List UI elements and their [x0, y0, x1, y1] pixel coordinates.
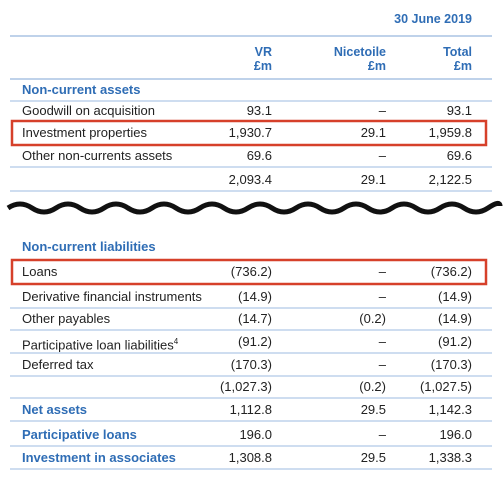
row-label: Participative loan liabilities4: [22, 337, 179, 353]
column-unit: £m: [253, 59, 272, 73]
column-unit: £m: [453, 59, 472, 73]
cell-value: 93.1: [246, 103, 272, 118]
cell-value: 2,093.4: [228, 172, 272, 187]
cell-value: 196.0: [239, 427, 272, 442]
cell-value: –: [378, 427, 386, 442]
cell-value: 1,930.7: [228, 125, 272, 140]
row-label: Investment properties: [22, 125, 148, 140]
cell-value: –: [378, 334, 386, 349]
cell-value: (14.9): [438, 289, 472, 304]
cell-value: –: [378, 148, 386, 163]
cell-value: (91.2): [238, 334, 272, 349]
cell-value: (170.3): [230, 357, 272, 372]
column-unit: £m: [367, 59, 386, 73]
cell-value: –: [378, 289, 386, 304]
column-header: Nicetoile: [333, 45, 386, 59]
cell-value: –: [378, 357, 386, 372]
section-heading: Non-current liabilities: [22, 239, 156, 254]
cell-value: (170.3): [430, 357, 472, 372]
cell-value: 1,112.8: [229, 402, 272, 417]
report-date: 30 June 2019: [394, 12, 472, 26]
row-label: Derivative financial instruments: [22, 289, 202, 304]
cell-value: 2,122.5: [428, 172, 472, 187]
highlight-box: [10, 119, 488, 147]
highlight-box: [10, 258, 488, 286]
column-header: Total: [443, 45, 472, 59]
row-label: Deferred tax: [22, 357, 94, 372]
cell-value: 69.6: [446, 148, 472, 163]
cell-value: (1,027.3): [219, 379, 272, 394]
cell-value: 196.0: [439, 427, 472, 442]
footnote-ref: 4: [173, 337, 179, 346]
cell-value: (14.9): [438, 311, 472, 326]
cell-value: 29.1: [360, 172, 386, 187]
cell-value: (14.7): [238, 311, 272, 326]
cell-value: 29.1: [360, 125, 386, 140]
row-label: Net assets: [22, 402, 88, 417]
cell-value: (736.2): [430, 264, 472, 279]
cell-value: (91.2): [438, 334, 472, 349]
row-label: Goodwill on acquisition: [22, 103, 155, 118]
row-label: Other payables: [22, 311, 111, 326]
cell-value: 69.6: [246, 148, 272, 163]
cell-value: (0.2): [359, 311, 386, 326]
row-label: Participative loans: [22, 427, 137, 442]
cell-value: –: [378, 264, 386, 279]
row-label: Investment in associates: [22, 450, 176, 465]
column-header: VR: [254, 45, 272, 59]
cell-value: –: [378, 103, 386, 118]
cell-value: 1,142.3: [428, 402, 472, 417]
table-break: [6, 200, 503, 215]
row-label: Loans: [22, 264, 58, 279]
cell-value: 1,959.8: [428, 125, 472, 140]
cell-value: 1,338.3: [428, 450, 472, 465]
cell-value: (14.9): [238, 289, 272, 304]
cell-value: 29.5: [360, 450, 386, 465]
section-heading: Non-current assets: [22, 82, 141, 97]
cell-value: 1,308.8: [228, 450, 272, 465]
cell-value: (736.2): [230, 264, 272, 279]
cell-value: (0.2): [359, 379, 386, 394]
row-label: Other non-currents assets: [22, 148, 173, 163]
cell-value: 29.5: [360, 402, 386, 417]
cell-value: (1,027.5): [419, 379, 472, 394]
cell-value: 93.1: [446, 103, 472, 118]
